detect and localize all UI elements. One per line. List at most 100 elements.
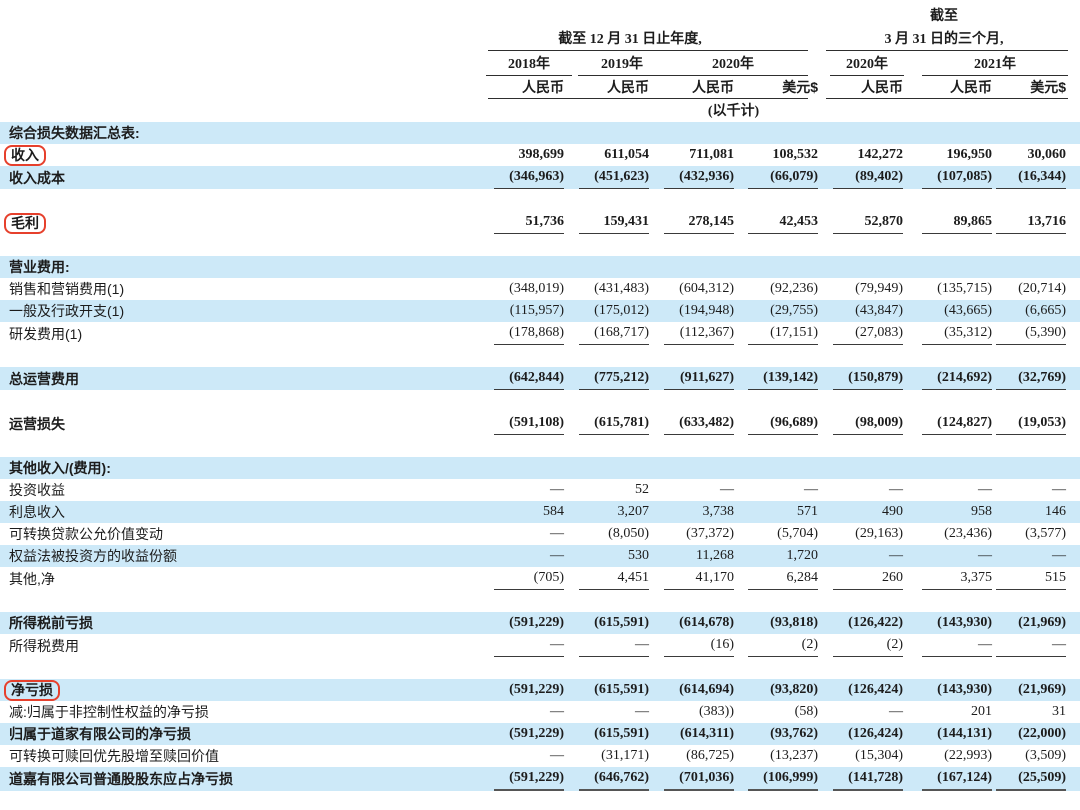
header-bottom-rule-group1 [488,98,808,99]
cell-value [903,457,992,479]
value-text: — [922,634,992,657]
cell-value: — [450,745,564,767]
value-text: — [889,548,903,563]
cell-value [903,435,992,457]
currency-label: 人民币 [607,79,649,95]
cell-value: (126,422) [818,612,903,634]
value-text: (89,402) [833,166,903,189]
header-rule-group1 [488,50,808,51]
cell-value [649,234,734,256]
value-text: (98,009) [833,412,903,435]
value-text: (27,083) [833,322,903,345]
row-label: 利息收入 [9,504,65,520]
cell-value: (135,715) [903,278,992,300]
value-text: 571 [797,504,818,519]
cell-value [818,457,903,479]
header-group2-title: 3 月 31 日的三个月, [884,32,1004,47]
value-text: (126,424) [848,682,903,697]
value-text: (23,436) [944,526,992,541]
cell-value: (32,769) [992,367,1080,390]
cell-value [450,390,564,412]
cell-value: (5,390) [992,322,1080,345]
row-label [0,590,450,612]
value-text: 3,375 [922,567,992,590]
cell-value: 958 [903,501,992,523]
value-text: (25,509) [996,767,1066,791]
value-text: (43,847) [855,303,903,318]
cell-value: (31,171) [564,745,649,767]
currency-label: 人民币 [861,79,903,95]
value-text: 584 [543,504,564,519]
cell-value [818,435,903,457]
cell-value: (701,036) [649,767,734,791]
cell-value: 42,453 [734,211,818,234]
year-column-2020-quarter: 2020年 [830,53,904,76]
table-header: 截至 截至 12 月 31 日止年度, 3 月 31 日的三个月, 2018年 … [0,0,1080,122]
cell-value: (23,436) [903,523,992,545]
table-row: 道嘉有限公司普通股股东应占净亏损 (591,229) (646,762) (701,0… [0,767,1080,791]
cell-value: — [903,634,992,657]
value-text: — [720,482,734,497]
value-text: (2) [833,634,903,657]
value-text: 13,716 [996,211,1066,234]
cell-value: (591,229) [450,723,564,745]
cell-value: (22,993) [903,745,992,767]
cell-value [903,256,992,278]
spacer-row [0,345,1080,367]
cell-value: 4,451 [564,567,649,590]
row-label: 销售和营销费用(1) [9,281,125,297]
row-label: 营业费用: [9,259,70,275]
cell-value: (614,678) [649,612,734,634]
row-label: 收入成本 [9,169,65,186]
cell-value [903,234,992,256]
table-row: 投资收益 — 52 — — — — — [0,479,1080,501]
row-label: 总运营费用 [9,370,79,387]
value-text: — [579,634,649,657]
table-row: 归属于道家有限公司的净亏损 (591,229) (615,591) (614,311)… [0,723,1080,745]
cell-value: — [450,701,564,723]
cell-value: (175,012) [564,300,649,322]
cell-value [818,590,903,612]
cell-value [992,390,1080,412]
table-row: 一般及行政开支(1) (115,957) (175,012) (194,948) (29… [0,300,1080,322]
table-row: 综合损失数据汇总表: [0,122,1080,144]
cell-value: 11,268 [649,545,734,567]
value-text: (431,483) [594,281,649,296]
row-label: 所得税费用 [9,637,79,654]
value-text: 958 [971,504,992,519]
table-row: 营业费用: [0,256,1080,278]
cell-value: (96,689) [734,412,818,435]
header-bottom-rule-group2 [826,98,1068,99]
value-text: (43,665) [944,303,992,318]
value-text: (615,591) [594,726,649,741]
table-row: 减:归属于非控制性权益的净亏损 — — (383)) (58) — 201 31 [0,701,1080,723]
value-text: 196,950 [946,147,993,162]
cell-value [903,122,992,144]
cell-value [564,189,649,211]
cell-value: (27,083) [818,322,903,345]
value-text: (21,969) [1018,682,1066,697]
currency-label: 人民币 [950,79,992,95]
cell-value: — [450,634,564,657]
value-text: — [550,526,564,541]
cell-value: (16,344) [992,166,1080,189]
value-text: — [494,634,564,657]
cell-value: 51,736 [450,211,564,234]
value-text: (642,844) [494,367,564,390]
row-label [0,189,450,211]
value-text: (614,694) [679,682,734,697]
value-text: (35,312) [922,322,992,345]
cell-value [903,189,992,211]
cell-value: (2) [734,634,818,657]
cell-value: 108,532 [734,144,819,166]
value-text: — [550,548,564,563]
spacer-row [0,435,1080,457]
value-text: (92,236) [770,281,818,296]
value-text: — [889,704,903,719]
value-text: (3,577) [1025,526,1066,541]
value-text: 52,870 [833,211,903,234]
value-text: 3,207 [617,504,650,519]
cell-value [992,256,1080,278]
value-text: (701,036) [664,767,734,791]
cell-value: (124,827) [903,412,992,435]
